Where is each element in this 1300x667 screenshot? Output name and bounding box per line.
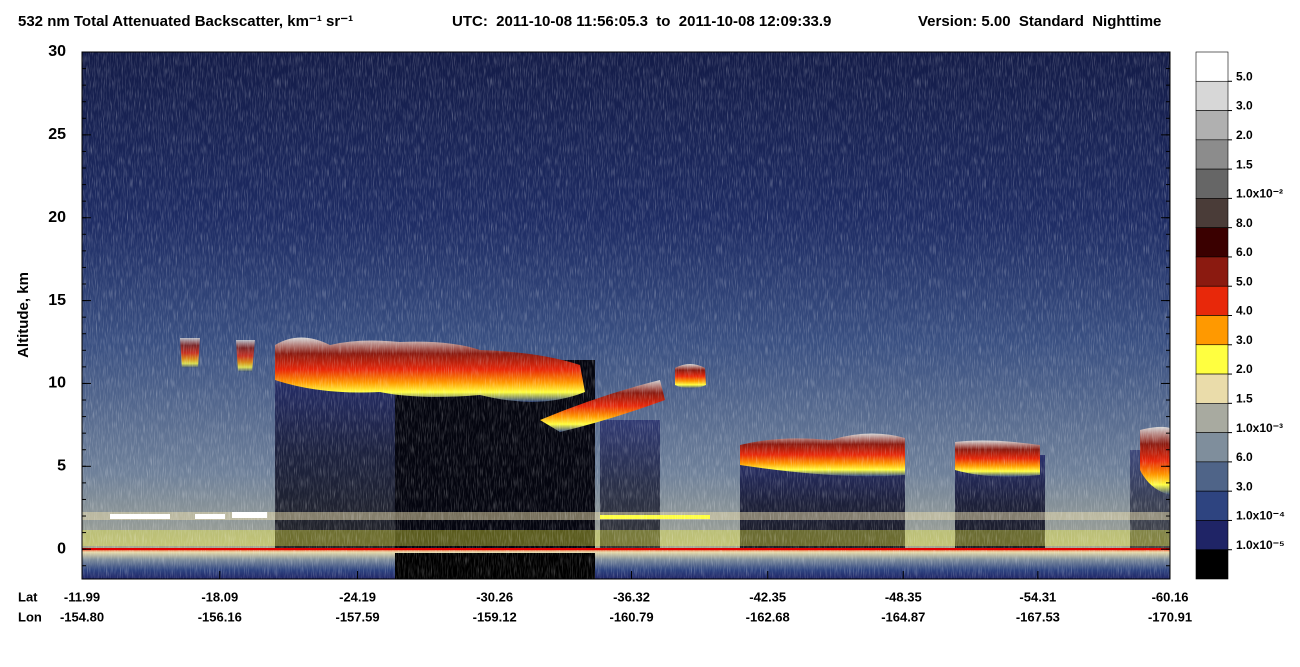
colorbar-box — [1195, 198, 1229, 228]
lat-label: Lat — [18, 589, 38, 604]
colorbar-box — [1195, 461, 1229, 492]
colorbar-label: 5.0 — [1236, 274, 1253, 288]
lon-label: Lon — [18, 609, 42, 624]
lat-tick-label: -60.16 — [1152, 589, 1189, 604]
lat-tick-label: -18.09 — [201, 589, 238, 604]
colorbar-label: 1.5 — [1236, 392, 1253, 406]
lon-tick-label: -164.87 — [881, 609, 925, 624]
lon-tick-label: -157.59 — [336, 609, 380, 624]
colorbar-box — [1195, 432, 1229, 463]
colorbar-box — [1195, 344, 1229, 375]
colorbar-box — [1195, 549, 1229, 580]
colorbar-label: 8.0 — [1236, 216, 1253, 230]
colorbar-label: 1.0x10⁻² — [1236, 187, 1283, 201]
lat-tick-label: -30.26 — [476, 589, 513, 604]
colorbar-label: 1.0x10⁻⁴ — [1236, 509, 1285, 523]
colorbar-box — [1195, 80, 1229, 111]
lon-tick-label: -167.53 — [1016, 609, 1060, 624]
lon-tick-label: -162.68 — [746, 609, 790, 624]
y-axis-label: Altitude, km — [15, 272, 32, 358]
chart-title: 532 nm Total Attenuated Backscatter, km⁻… — [18, 13, 353, 30]
y-tick-label: 30 — [48, 43, 66, 60]
lat-tick-label: -11.99 — [64, 589, 100, 604]
colorbar-box — [1195, 227, 1229, 258]
time-range: UTC: 2011-10-08 11:56:05.3 to 2011-10-08… — [452, 13, 831, 30]
lon-tick-label: -156.16 — [198, 609, 242, 624]
colorbar-box — [1195, 51, 1229, 82]
colorbar-label: 1.0x10⁻⁵ — [1236, 538, 1285, 552]
lon-tick-label: -159.12 — [473, 609, 517, 624]
lon-tick-label: -170.91 — [1148, 609, 1192, 624]
y-tick-label: 20 — [48, 209, 66, 226]
colorbar-label: 1.5 — [1236, 157, 1253, 171]
colorbar-label: 3.0 — [1236, 99, 1253, 113]
colorbar-box — [1195, 315, 1229, 346]
colorbar-box — [1195, 403, 1229, 433]
y-tick-label: 0 — [57, 540, 66, 557]
colorbar-box — [1195, 256, 1229, 287]
colorbar-label: 3.0 — [1236, 479, 1253, 493]
plot-frame — [81, 51, 1171, 580]
colorbar-box — [1195, 110, 1229, 141]
lat-tick-label: -24.19 — [339, 589, 376, 604]
colorbar-box — [1195, 139, 1229, 170]
colorbar-box — [1195, 373, 1229, 404]
lat-tick-label: -42.35 — [749, 589, 786, 604]
colorbar-label: 5.0 — [1236, 69, 1253, 83]
lat-tick-label: -48.35 — [885, 589, 922, 604]
version: Version: 5.00 Standard Nighttime — [918, 13, 1161, 30]
colorbar-box — [1195, 490, 1229, 521]
lon-tick-label: -154.80 — [60, 609, 104, 624]
colorbar-label: 3.0 — [1236, 333, 1253, 347]
colorbar-box — [1195, 168, 1229, 199]
colorbar-label: 2.0 — [1236, 362, 1253, 376]
y-tick-label: 10 — [48, 375, 66, 392]
colorbar-box — [1195, 285, 1229, 316]
colorbar-label: 6.0 — [1236, 450, 1253, 464]
colorbar-box — [1195, 520, 1229, 551]
colorbar-label: 6.0 — [1236, 245, 1253, 259]
backscatter-field — [82, 52, 1170, 579]
lat-tick-label: -36.32 — [613, 589, 650, 604]
lat-tick-label: -54.31 — [1019, 589, 1056, 604]
y-tick-label: 25 — [48, 126, 66, 143]
colorbar-label: 1.0x10⁻³ — [1236, 421, 1283, 435]
colorbar-label: 2.0 — [1236, 128, 1253, 142]
y-tick-label: 15 — [48, 292, 66, 309]
lon-tick-label: -160.79 — [609, 609, 653, 624]
colorbar-label: 4.0 — [1236, 304, 1253, 318]
y-tick-label: 5 — [57, 458, 66, 475]
